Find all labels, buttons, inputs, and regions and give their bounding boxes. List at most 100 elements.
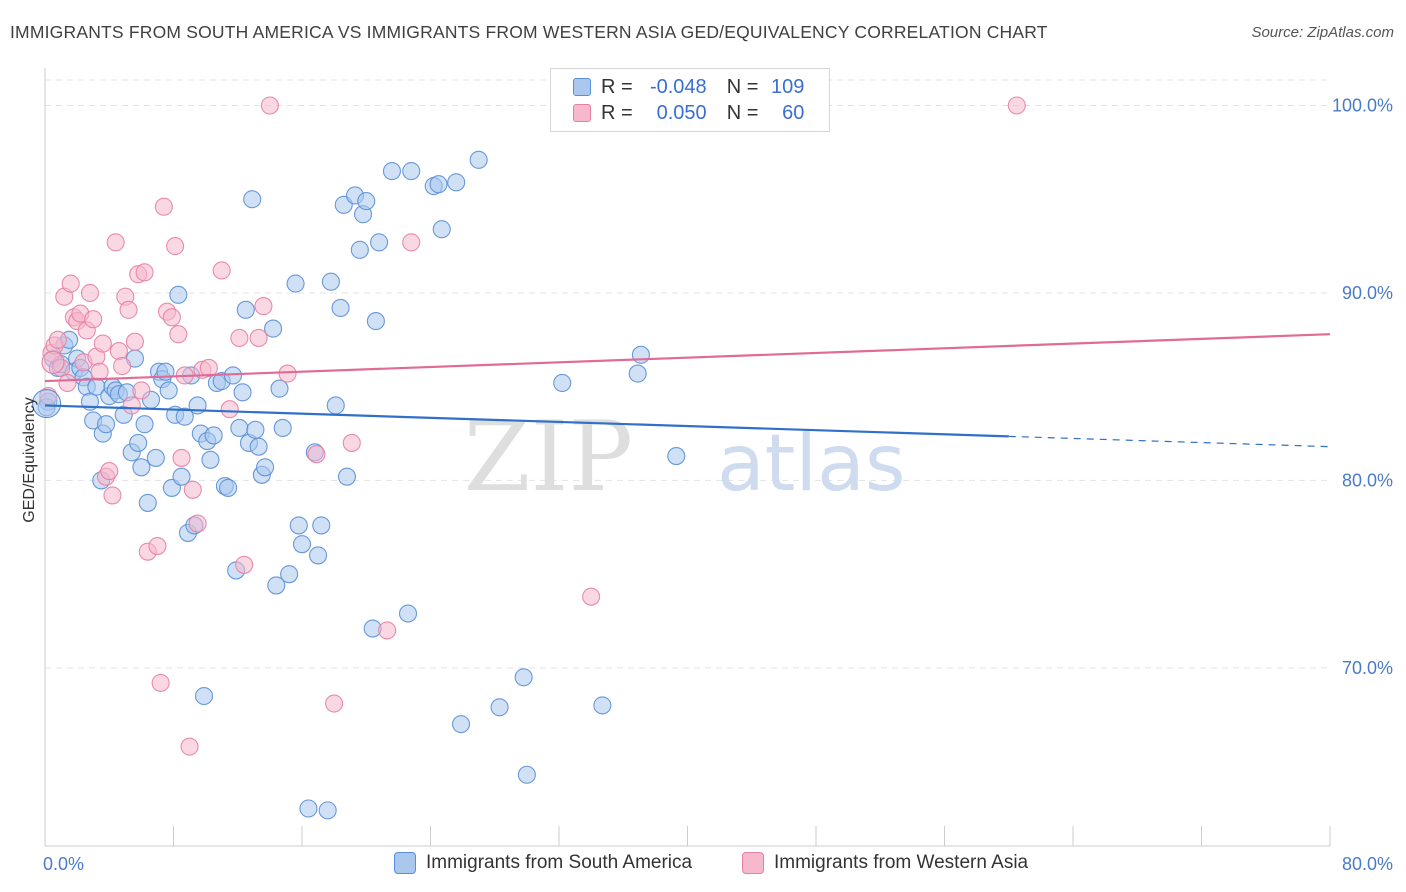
point-western-asia	[90, 362, 109, 381]
series-legend-western-asia: Immigrants from Western Asia	[742, 852, 1028, 874]
y-tick-label: 100.0%	[1332, 95, 1393, 115]
trend-layer	[44, 333, 1331, 448]
point-south-america	[432, 220, 451, 239]
point-western-asia	[260, 96, 279, 115]
point-western-asia	[132, 381, 151, 400]
legend-n-label: N =	[726, 101, 759, 124]
series-label-south-america: Immigrants from South America	[426, 852, 693, 873]
point-western-asia	[61, 274, 80, 293]
point-western-asia	[125, 332, 144, 351]
point-western-asia	[109, 342, 128, 361]
point-south-america	[451, 715, 471, 734]
point-south-america	[631, 345, 650, 364]
point-south-america	[270, 379, 289, 398]
point-south-america	[172, 467, 191, 486]
point-south-america	[490, 698, 509, 717]
point-western-asia	[582, 587, 601, 606]
point-western-asia	[93, 334, 112, 353]
series-label-western-asia: Immigrants from Western Asia	[774, 852, 1029, 873]
series-legend-south-america: Immigrants from South America	[394, 852, 692, 874]
point-south-america	[366, 312, 385, 331]
point-western-asia	[325, 694, 344, 713]
point-western-asia	[103, 486, 122, 505]
y-tick-label: 80.0%	[1342, 470, 1393, 490]
point-western-asia	[151, 673, 170, 692]
legend-swatch-blue	[573, 78, 591, 96]
legend-swatch-pink	[573, 104, 591, 122]
point-south-america	[267, 576, 286, 595]
point-western-asia	[230, 328, 249, 348]
y-tick-label: 90.0%	[1342, 283, 1393, 303]
point-south-america	[628, 364, 647, 383]
point-south-america	[246, 420, 265, 439]
y-tick-label: 70.0%	[1342, 658, 1393, 678]
point-western-asia	[154, 197, 173, 216]
point-south-america	[318, 801, 337, 820]
legend-row-western-asia: R = 0.050 N = 60	[573, 101, 804, 125]
point-western-asia	[172, 448, 191, 467]
point-south-america	[447, 173, 466, 192]
point-western-asia	[148, 536, 167, 556]
point-south-america	[264, 319, 283, 338]
point-south-america	[469, 150, 488, 169]
point-south-america	[280, 565, 299, 584]
point-western-asia	[135, 263, 154, 282]
legend-r-label: R =	[601, 75, 633, 98]
x-tick-label-max: 80.0%	[1342, 854, 1393, 874]
legend-r-label: R =	[601, 101, 633, 124]
point-western-asia	[80, 283, 100, 303]
point-south-america	[96, 415, 116, 434]
series-legend: Immigrants from South America Immigrants…	[0, 852, 1406, 880]
trend-line-south-america	[44, 404, 1009, 438]
point-south-america	[132, 458, 151, 477]
point-south-america	[402, 162, 421, 181]
point-western-asia	[180, 737, 199, 756]
point-western-asia	[254, 297, 273, 316]
series-swatch-pink	[742, 852, 764, 874]
point-western-asia	[58, 373, 77, 392]
watermark-atlas: atlas	[717, 419, 906, 509]
legend-n-value: 109	[771, 75, 805, 98]
point-south-america	[219, 478, 238, 497]
point-western-asia	[183, 480, 202, 499]
y-axis-title: GED/Equivalency	[21, 397, 38, 522]
point-south-america	[135, 415, 154, 434]
point-south-america	[249, 437, 268, 456]
point-western-asia	[119, 300, 138, 319]
point-western-asia	[342, 433, 361, 452]
point-south-america	[233, 383, 252, 402]
point-south-america	[398, 604, 418, 623]
point-south-america	[289, 516, 308, 535]
point-south-america	[312, 516, 331, 535]
point-western-asia	[249, 328, 268, 348]
point-south-america	[146, 448, 165, 467]
point-south-america	[429, 175, 448, 194]
legend-row-south-america: R = -0.048 N = 109	[573, 75, 804, 99]
chart-source: Source: ZipAtlas.com	[1251, 24, 1394, 41]
point-south-america	[553, 373, 572, 392]
point-south-america	[169, 285, 188, 304]
point-western-asia	[162, 308, 181, 327]
point-western-asia	[166, 237, 185, 256]
point-western-asia	[212, 261, 231, 280]
point-western-asia	[100, 462, 119, 481]
point-south-america	[370, 233, 389, 252]
point-south-america	[350, 240, 369, 259]
point-western-asia	[307, 445, 326, 464]
chart-title: IMMIGRANTS FROM SOUTH AMERICA VS IMMIGRA…	[10, 22, 1048, 42]
point-south-america	[337, 467, 357, 486]
point-south-america	[204, 426, 223, 445]
point-south-america	[138, 493, 157, 512]
point-south-america	[382, 162, 402, 181]
point-south-america	[286, 274, 305, 293]
point-south-america	[593, 696, 612, 715]
point-south-america	[159, 381, 178, 400]
point-south-america	[175, 407, 194, 426]
point-south-america	[273, 418, 292, 437]
trend-line-extension-south-america	[1008, 435, 1331, 448]
legend-n-label: N =	[726, 75, 759, 98]
trend-line-western-asia	[44, 333, 1331, 383]
point-south-america	[129, 433, 148, 452]
point-south-america	[201, 450, 220, 469]
